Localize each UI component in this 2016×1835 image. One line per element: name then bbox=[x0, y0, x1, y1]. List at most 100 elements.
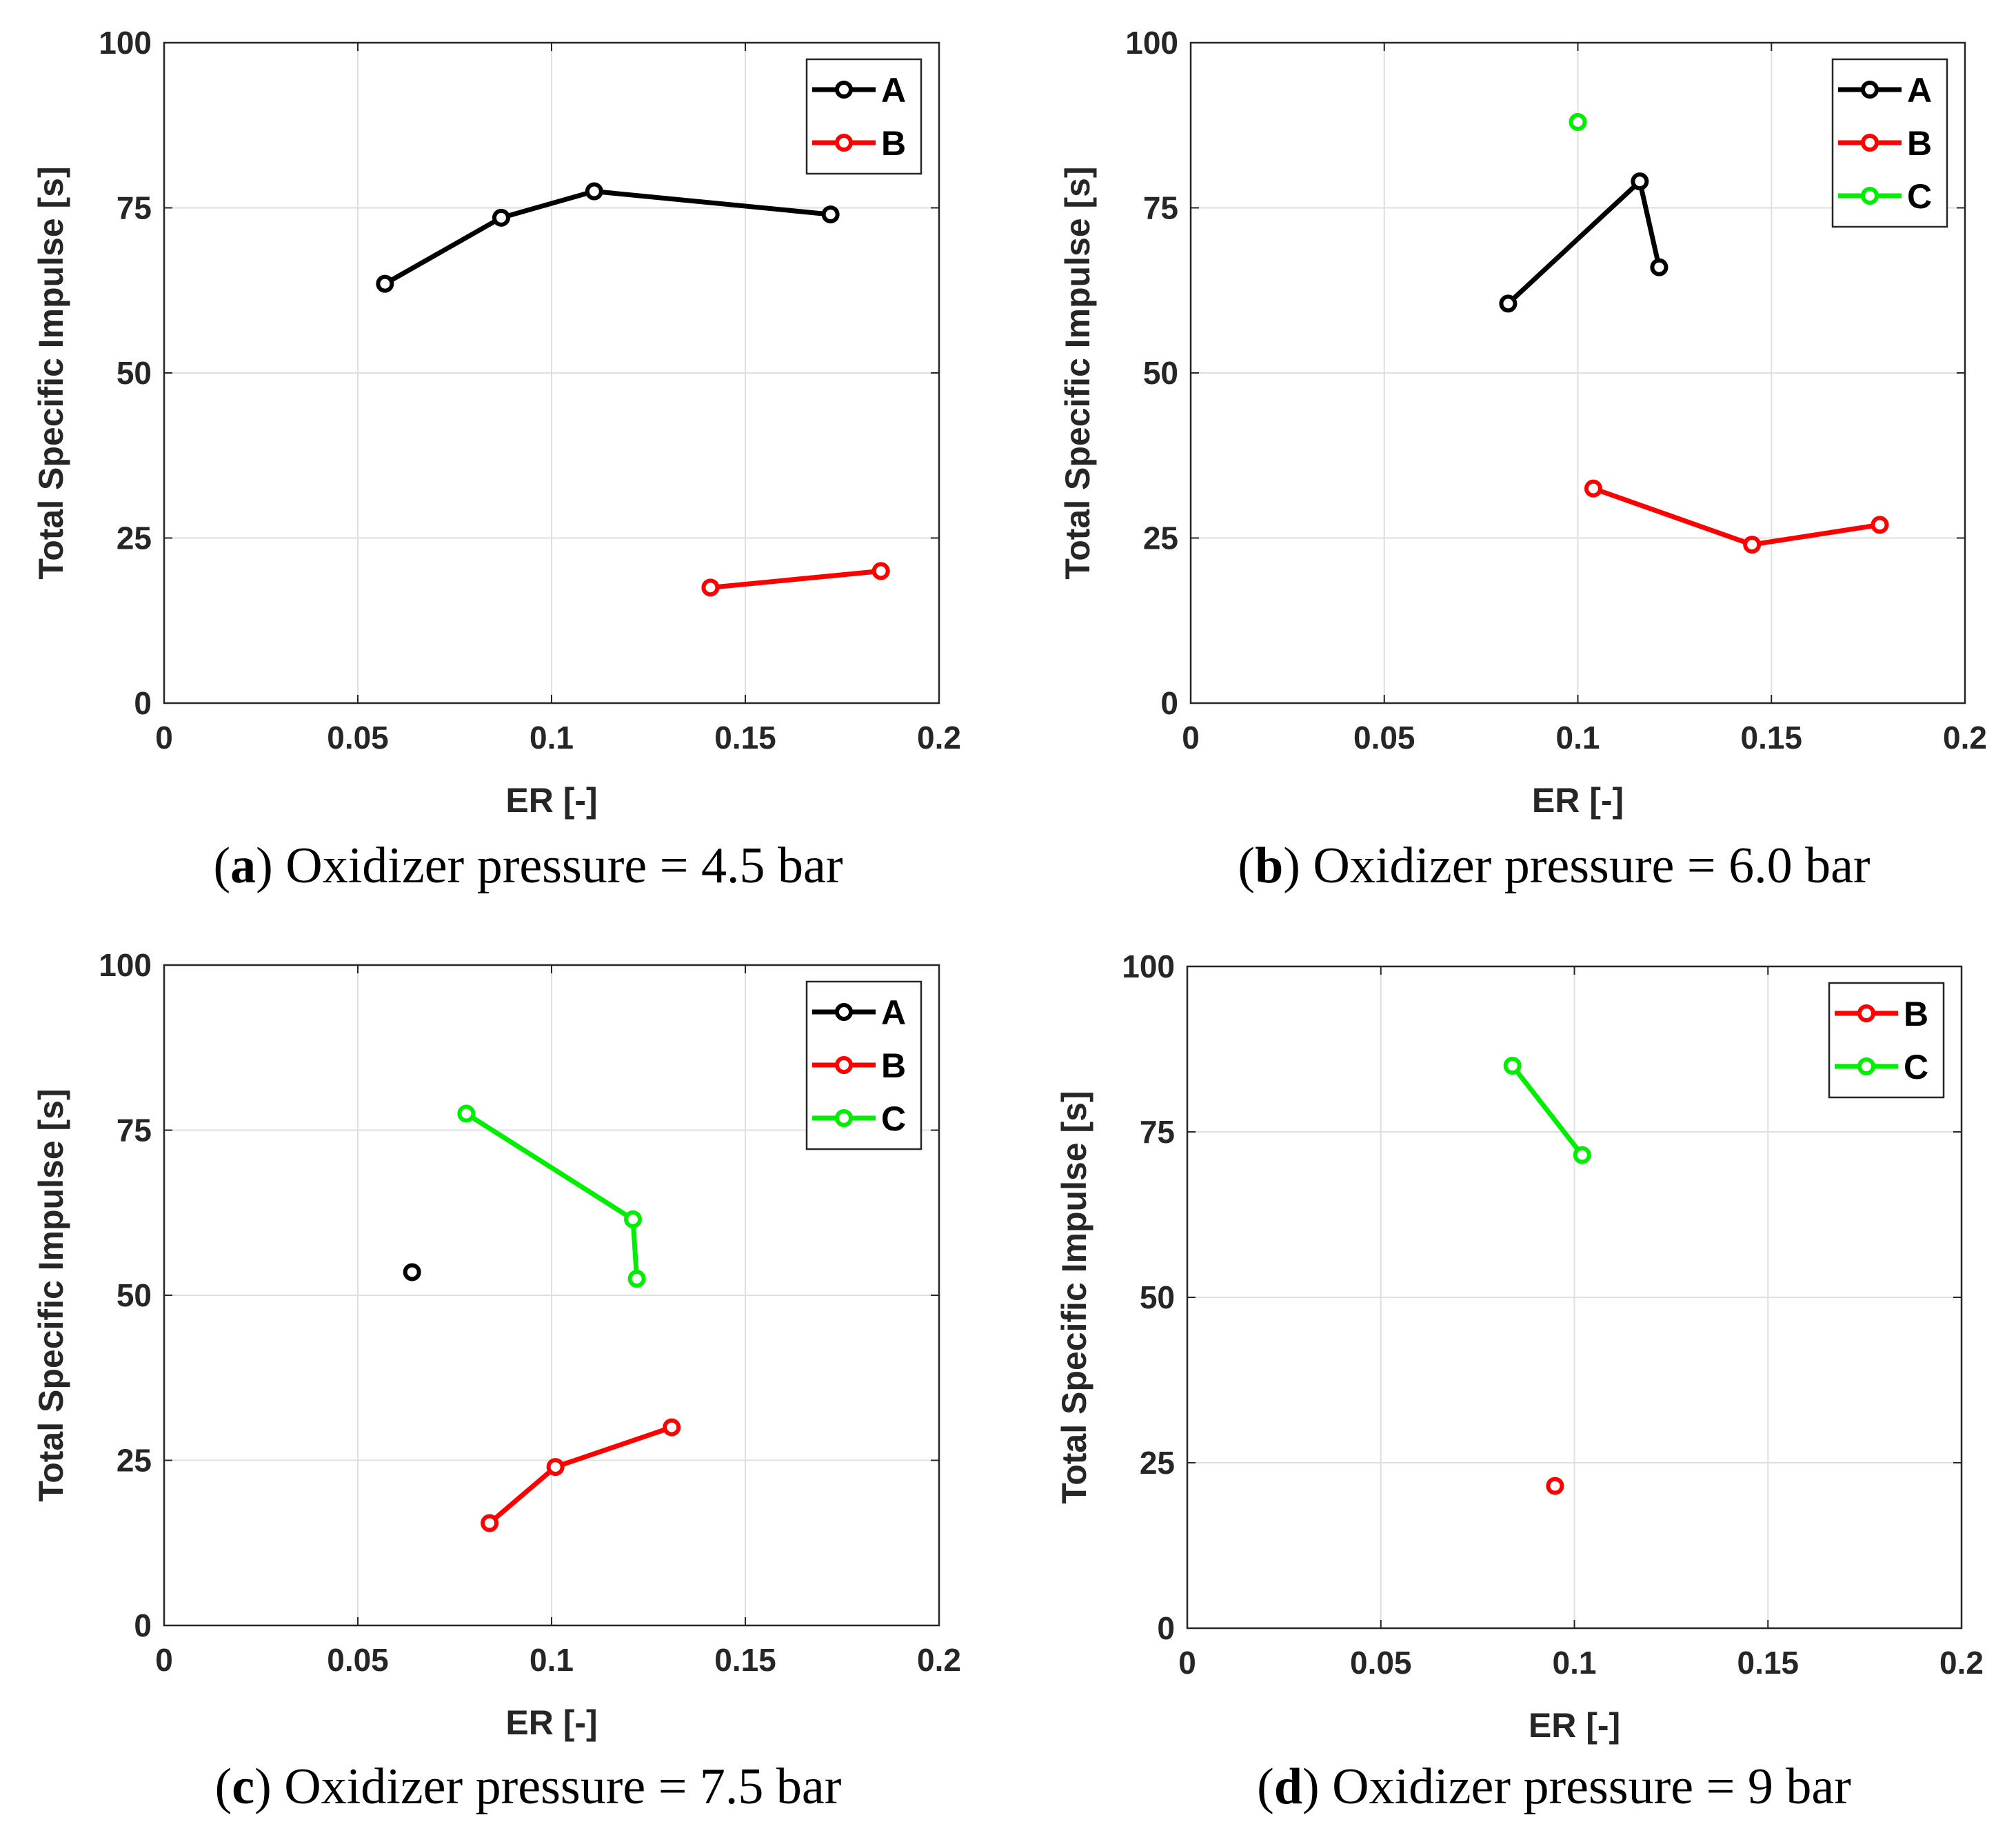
legend-label-A: A bbox=[881, 993, 906, 1032]
data-point-B bbox=[871, 562, 890, 580]
legend: ABC bbox=[805, 980, 923, 1150]
y-tick-label: 25 bbox=[117, 520, 152, 556]
data-point-A bbox=[1650, 258, 1669, 276]
legend-label-B: B bbox=[881, 124, 906, 163]
panel-b: 0 0.05 0.1 0.15 0.2 0 25 50 75 100 ER [-] Total Spe… bbox=[1058, 25, 1987, 894]
y-axis-label: Total Specific Impulse [s] bbox=[1055, 1091, 1093, 1503]
legend-label-C: C bbox=[1904, 1048, 1928, 1086]
series-B bbox=[701, 562, 890, 597]
y-tick-label: 50 bbox=[1143, 355, 1178, 391]
x-tick-label: 0.2 bbox=[917, 720, 961, 756]
panel-c: 0 0.05 0.1 0.15 0.2 0 25 50 75 100 ER [-] Total Spe… bbox=[32, 947, 961, 1815]
legend-label-B: B bbox=[1907, 124, 1932, 163]
data-point-C bbox=[624, 1210, 643, 1228]
legend-label-A: A bbox=[881, 71, 906, 110]
series-C bbox=[1503, 1057, 1591, 1164]
data-point-B bbox=[1871, 516, 1889, 534]
x-tick-label: 0.15 bbox=[714, 1642, 776, 1678]
data-point-A bbox=[821, 205, 840, 224]
legend: BC bbox=[1828, 982, 1945, 1099]
legend-box bbox=[1828, 982, 1945, 1099]
data-point-A bbox=[403, 1263, 421, 1281]
x-tick-label: 0.2 bbox=[917, 1642, 961, 1678]
y-tick-label: 75 bbox=[117, 190, 152, 226]
legend: ABC bbox=[1831, 58, 1948, 228]
data-point-B bbox=[701, 578, 720, 597]
y-tick-label: 0 bbox=[1160, 685, 1178, 721]
legend-label-C: C bbox=[1907, 177, 1932, 216]
x-tick-label: 0.05 bbox=[1350, 1645, 1412, 1681]
data-point-A bbox=[492, 208, 510, 227]
series-C bbox=[457, 1104, 646, 1288]
legend-label-B: B bbox=[881, 1046, 906, 1085]
series-C bbox=[1569, 112, 1587, 131]
data-point-C bbox=[1573, 1146, 1591, 1164]
y-tick-label: 50 bbox=[117, 355, 152, 391]
axes-box bbox=[1186, 965, 1963, 1630]
series-line-B bbox=[710, 568, 882, 590]
y-tick-label: 75 bbox=[1140, 1114, 1175, 1150]
legend-marker-A bbox=[835, 1003, 853, 1021]
x-axis-label: ER [-] bbox=[1532, 781, 1624, 820]
series-A bbox=[403, 1263, 421, 1281]
data-point-B bbox=[1743, 536, 1762, 554]
x-tick-label: 0.15 bbox=[1737, 1645, 1799, 1681]
series-line-A bbox=[383, 189, 831, 286]
data-point-B bbox=[1584, 479, 1602, 498]
y-tick-label: 25 bbox=[117, 1443, 152, 1479]
x-tick-label: 0 bbox=[1182, 720, 1200, 756]
x-axis-label: ER [-] bbox=[505, 781, 597, 820]
x-tick-label: 0.15 bbox=[1740, 720, 1802, 756]
axes-box bbox=[163, 41, 940, 704]
x-tick-label: 0.05 bbox=[327, 1642, 389, 1678]
x-tick-label: 0.1 bbox=[530, 720, 574, 756]
series-B bbox=[1584, 479, 1889, 554]
y-tick-label: 100 bbox=[1125, 25, 1178, 61]
x-axis-label: ER [-] bbox=[1529, 1706, 1620, 1745]
data-point-A bbox=[1631, 172, 1649, 191]
legend-marker-C bbox=[835, 1109, 853, 1127]
data-point-A bbox=[585, 182, 603, 201]
legend-marker-C bbox=[1857, 1057, 1875, 1075]
y-axis-label: Total Specific Impulse [s] bbox=[32, 1088, 70, 1501]
legend: AB bbox=[805, 58, 923, 175]
data-point-B bbox=[481, 1514, 499, 1532]
y-tick-label: 50 bbox=[117, 1277, 152, 1313]
data-point-C bbox=[1569, 112, 1587, 131]
y-tick-label: 0 bbox=[134, 1608, 152, 1643]
x-tick-label: 0.15 bbox=[714, 720, 776, 756]
panel-d: 0 0.05 0.1 0.15 0.2 0 25 50 75 100 ER [-] Total Spe… bbox=[1055, 949, 1984, 1815]
y-tick-label: 100 bbox=[99, 947, 152, 983]
y-tick-label: 0 bbox=[1157, 1610, 1175, 1646]
data-point-A bbox=[1499, 294, 1518, 313]
x-axis-label: ER [-] bbox=[505, 1703, 597, 1742]
series-A bbox=[376, 182, 840, 293]
series-B bbox=[481, 1418, 681, 1532]
data-point-C bbox=[457, 1104, 476, 1123]
legend-label-C: C bbox=[881, 1099, 906, 1138]
y-axis-label: Total Specific Impulse [s] bbox=[1058, 166, 1097, 579]
x-tick-label: 0 bbox=[155, 720, 173, 756]
axes-box bbox=[163, 964, 940, 1627]
legend-label-A: A bbox=[1907, 71, 1932, 110]
legend-marker-B bbox=[835, 134, 853, 152]
panel-caption: (a) Oxidizer pressure = 4.5 bar bbox=[214, 838, 843, 894]
y-tick-label: 100 bbox=[99, 25, 152, 61]
data-point-B bbox=[1546, 1477, 1564, 1495]
data-point-C bbox=[627, 1270, 646, 1288]
y-tick-label: 75 bbox=[117, 1113, 152, 1148]
x-tick-label: 0.2 bbox=[1939, 1645, 1984, 1681]
legend-marker-B bbox=[1857, 1004, 1875, 1022]
y-tick-label: 100 bbox=[1122, 949, 1175, 984]
data-point-C bbox=[1503, 1057, 1522, 1075]
legend-marker-C bbox=[1861, 187, 1879, 205]
x-tick-label: 0.1 bbox=[530, 1642, 574, 1678]
y-tick-label: 75 bbox=[1143, 190, 1178, 226]
x-tick-label: 0 bbox=[1178, 1645, 1196, 1681]
legend-marker-A bbox=[835, 81, 853, 99]
data-point-B bbox=[663, 1418, 681, 1437]
legend-marker-A bbox=[1861, 81, 1879, 99]
data-point-B bbox=[546, 1458, 565, 1477]
x-tick-label: 0.2 bbox=[1943, 720, 1987, 756]
